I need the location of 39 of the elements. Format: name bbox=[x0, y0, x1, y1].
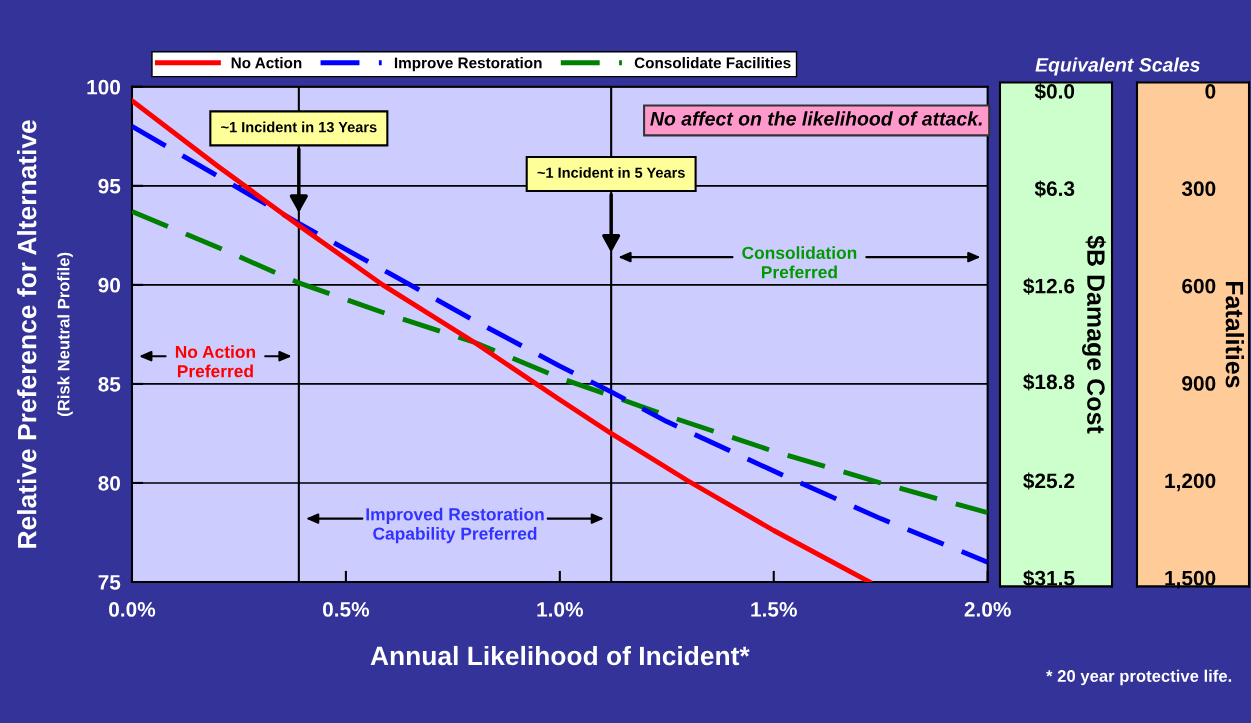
ref-line-label: ~1 Incident in 5 Years bbox=[537, 167, 685, 178]
x-tick-label: 0.5% bbox=[322, 602, 370, 617]
annotation: No Action Preferred bbox=[175, 345, 255, 378]
y2-axis-title: $B Damage Cost bbox=[1082, 235, 1106, 434]
text: * 20 year protective life. bbox=[1046, 669, 1232, 686]
y-tick-label: 100 bbox=[87, 79, 121, 95]
y3-tick-label: 900 bbox=[1182, 376, 1216, 391]
y3-axis-title: Fatalities bbox=[1225, 281, 1244, 388]
x-tick-label: 1.5% bbox=[751, 602, 797, 617]
y-tick-label: 95 bbox=[98, 178, 121, 194]
y-tick-label: 75 bbox=[98, 575, 121, 590]
y-tick-label: 85 bbox=[98, 376, 121, 392]
y-axis-title: Relative Preference for Alternative bbox=[17, 120, 37, 548]
annotation: Improved Restoration Capability Preferred bbox=[366, 507, 544, 544]
y3-tick-label: 300 bbox=[1181, 181, 1216, 197]
legend-label: Improve Restoration bbox=[394, 57, 542, 72]
y3-tick-label: 600 bbox=[1182, 278, 1216, 294]
y2-tick-label: $6.3 bbox=[1034, 180, 1075, 198]
y2-tick-label: $31.5 bbox=[1023, 569, 1075, 587]
y3-tick-label: 0 bbox=[1205, 83, 1216, 99]
y3-tick-label: 1,200 bbox=[1165, 473, 1216, 492]
y-tick-label: 90 bbox=[98, 277, 121, 293]
y2-tick-label: $0.0 bbox=[1034, 83, 1075, 101]
ref-line-label: ~1 Incident in 13 Years bbox=[221, 121, 377, 133]
y2-tick-label: $12.6 bbox=[1023, 277, 1075, 295]
y2-tick-label: $18.8 bbox=[1023, 373, 1075, 391]
annotation: Consolidation Preferred bbox=[742, 246, 857, 279]
y2-tick-label: $25.2 bbox=[1023, 472, 1075, 490]
x-tick-label: 1.0% bbox=[537, 602, 584, 617]
annotation: No affect on the likelihood of attack. bbox=[650, 111, 982, 126]
y-tick-label: 80 bbox=[98, 475, 121, 491]
x-tick-label: 2.0% bbox=[964, 602, 1011, 617]
text: (Risk Neutral Profile) bbox=[57, 252, 73, 416]
legend-label: Consolidate Facilities bbox=[634, 57, 791, 69]
y3-tick-label: 1,500 bbox=[1165, 570, 1216, 589]
text: Equivalent Scales bbox=[1035, 57, 1200, 76]
x-axis-title: Annual Likelihood of Incident* bbox=[370, 645, 750, 666]
x-tick-label: 0.0% bbox=[109, 602, 156, 617]
legend-label: No Action bbox=[231, 57, 302, 69]
